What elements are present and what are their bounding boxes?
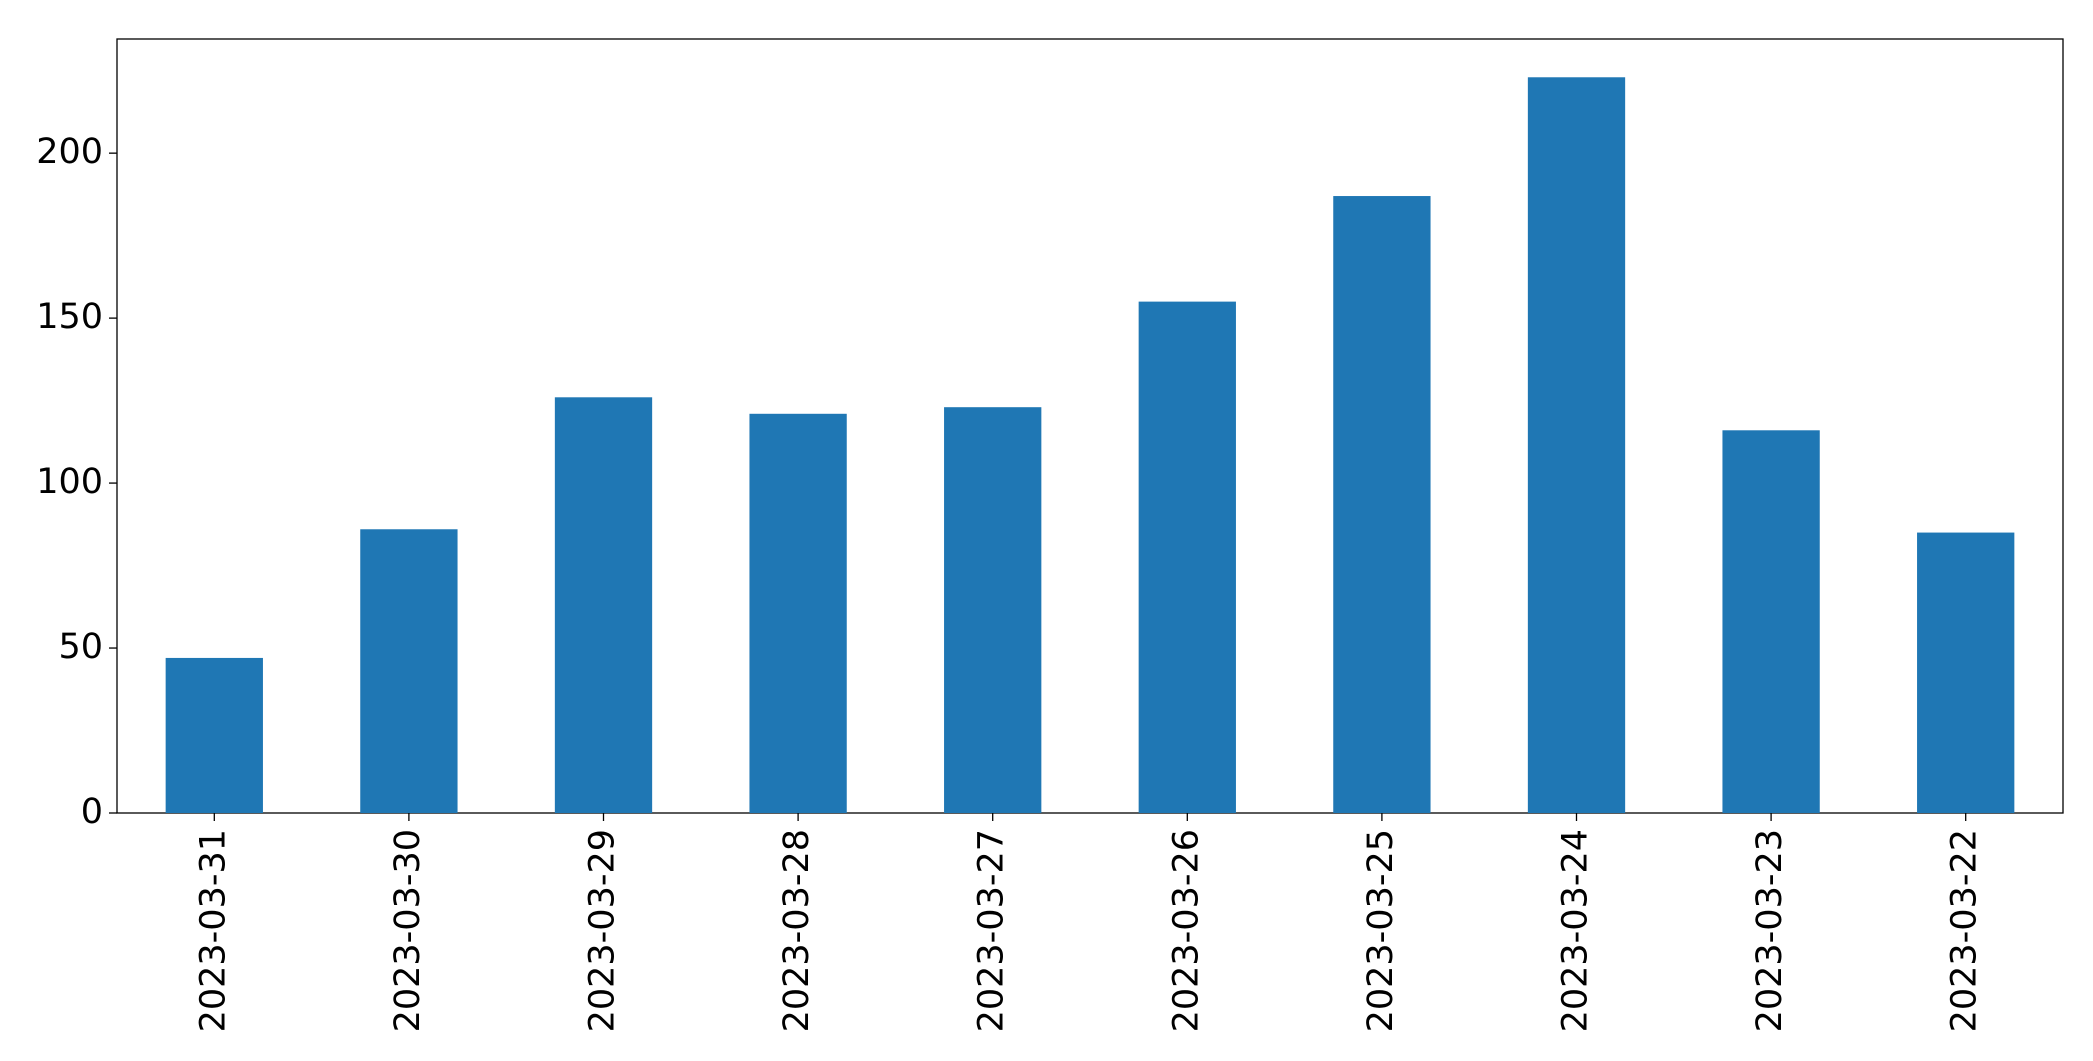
bar xyxy=(360,529,458,813)
x-tick-label: 2023-03-23 xyxy=(1750,829,1790,1032)
x-tick-label: 2023-03-24 xyxy=(1556,829,1596,1032)
bar xyxy=(944,407,1042,813)
y-tick-label: 200 xyxy=(36,132,103,172)
x-tick-label: 2023-03-27 xyxy=(972,829,1012,1032)
bar xyxy=(749,413,847,813)
bar xyxy=(165,657,263,813)
bar xyxy=(1527,77,1626,813)
plot-frame xyxy=(116,38,2064,814)
x-tick-label: 2023-03-22 xyxy=(1945,829,1985,1032)
x-tick-label: 2023-03-29 xyxy=(583,829,623,1032)
bar xyxy=(1917,532,2015,813)
y-tick-label: 150 xyxy=(36,297,103,337)
y-tick-label: 100 xyxy=(36,462,103,502)
bar xyxy=(1333,196,1431,814)
bar xyxy=(1722,430,1820,813)
x-tick-label: 2023-03-31 xyxy=(193,829,233,1032)
bar xyxy=(1138,301,1236,813)
x-tick-label: 2023-03-30 xyxy=(388,829,428,1032)
bar xyxy=(554,397,653,813)
x-tick-label: 2023-03-25 xyxy=(1361,829,1401,1032)
y-tick-label: 50 xyxy=(58,627,103,667)
x-tick-label: 2023-03-26 xyxy=(1166,829,1206,1032)
x-tick-label: 2023-03-28 xyxy=(777,829,817,1032)
y-tick-label: 0 xyxy=(81,792,103,832)
